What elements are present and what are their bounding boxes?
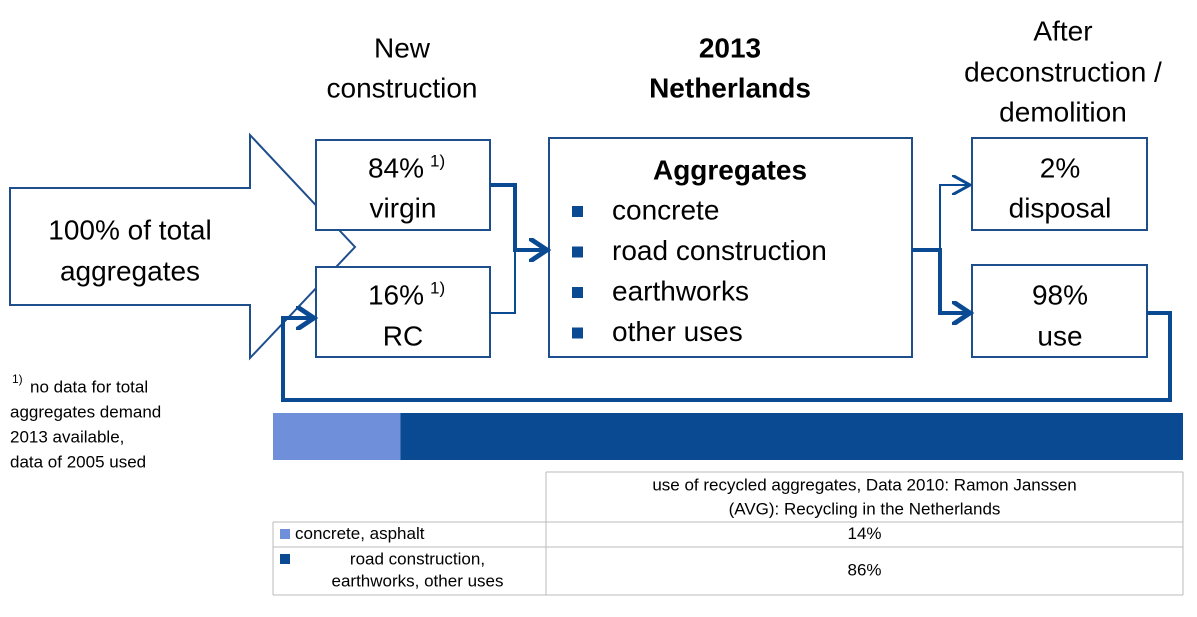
note: 1) [430,278,445,297]
rc-box [315,266,491,358]
percent: 2% [1040,152,1080,183]
aggregate-item: concrete [612,194,719,225]
header: Netherlands [649,72,811,103]
bullet [572,287,583,298]
percent: 98% [1032,279,1088,310]
use-box [971,264,1148,358]
table-header: (AVG): Recycling in the Netherlands [729,499,1001,518]
footnote: aggregates demand [10,402,161,421]
source-text: aggregates [60,255,200,286]
bullet [572,206,583,217]
header: demolition [999,96,1127,127]
legend-swatch [280,554,290,564]
percent: 84% [368,152,424,183]
aggregates-box [548,137,913,358]
label: disposal [1009,192,1112,223]
virgin-box [315,139,491,231]
bar-segment [273,413,401,460]
header: construction [327,72,478,103]
flow-use [912,248,968,313]
flow-rc [490,250,516,314]
aggregate-item: earthworks [612,275,749,306]
label: virgin [370,192,437,223]
row-label: concrete, asphalt [295,524,425,543]
row-label: road construction, [350,549,485,568]
row-value: 14% [847,524,881,543]
note: 1) [430,151,445,170]
source-text: 100% of total [48,214,211,245]
label: RC [383,320,423,351]
flow-disposal [912,185,968,251]
label: use [1037,320,1082,351]
flow-virgin [490,183,545,250]
header: 2013 [699,32,761,63]
footnote: 2013 available, [10,427,124,446]
percent: 16% [368,279,424,310]
legend-swatch [280,529,290,539]
disposal-box [971,137,1148,231]
row-label: earthworks, other uses [332,571,504,590]
bullet [572,327,583,339]
header: After [1033,15,1092,46]
flow-loop [281,313,1172,402]
aggregate-item: road construction [612,235,827,266]
footnote-mark: 1) [12,372,23,386]
table-header: use of recycled aggregates, Data 2010: R… [652,475,1076,494]
row-value: 86% [847,560,881,579]
footnote: no data for total [30,377,148,396]
source-arrow [9,132,357,361]
footnote: data of 2005 used [10,452,146,471]
bar-segment [400,413,1183,460]
bullet [572,246,583,258]
aggregates-title: Aggregates [653,154,807,185]
aggregate-item: other uses [612,316,743,347]
header: New [374,32,431,63]
header: deconstruction / [964,56,1162,87]
